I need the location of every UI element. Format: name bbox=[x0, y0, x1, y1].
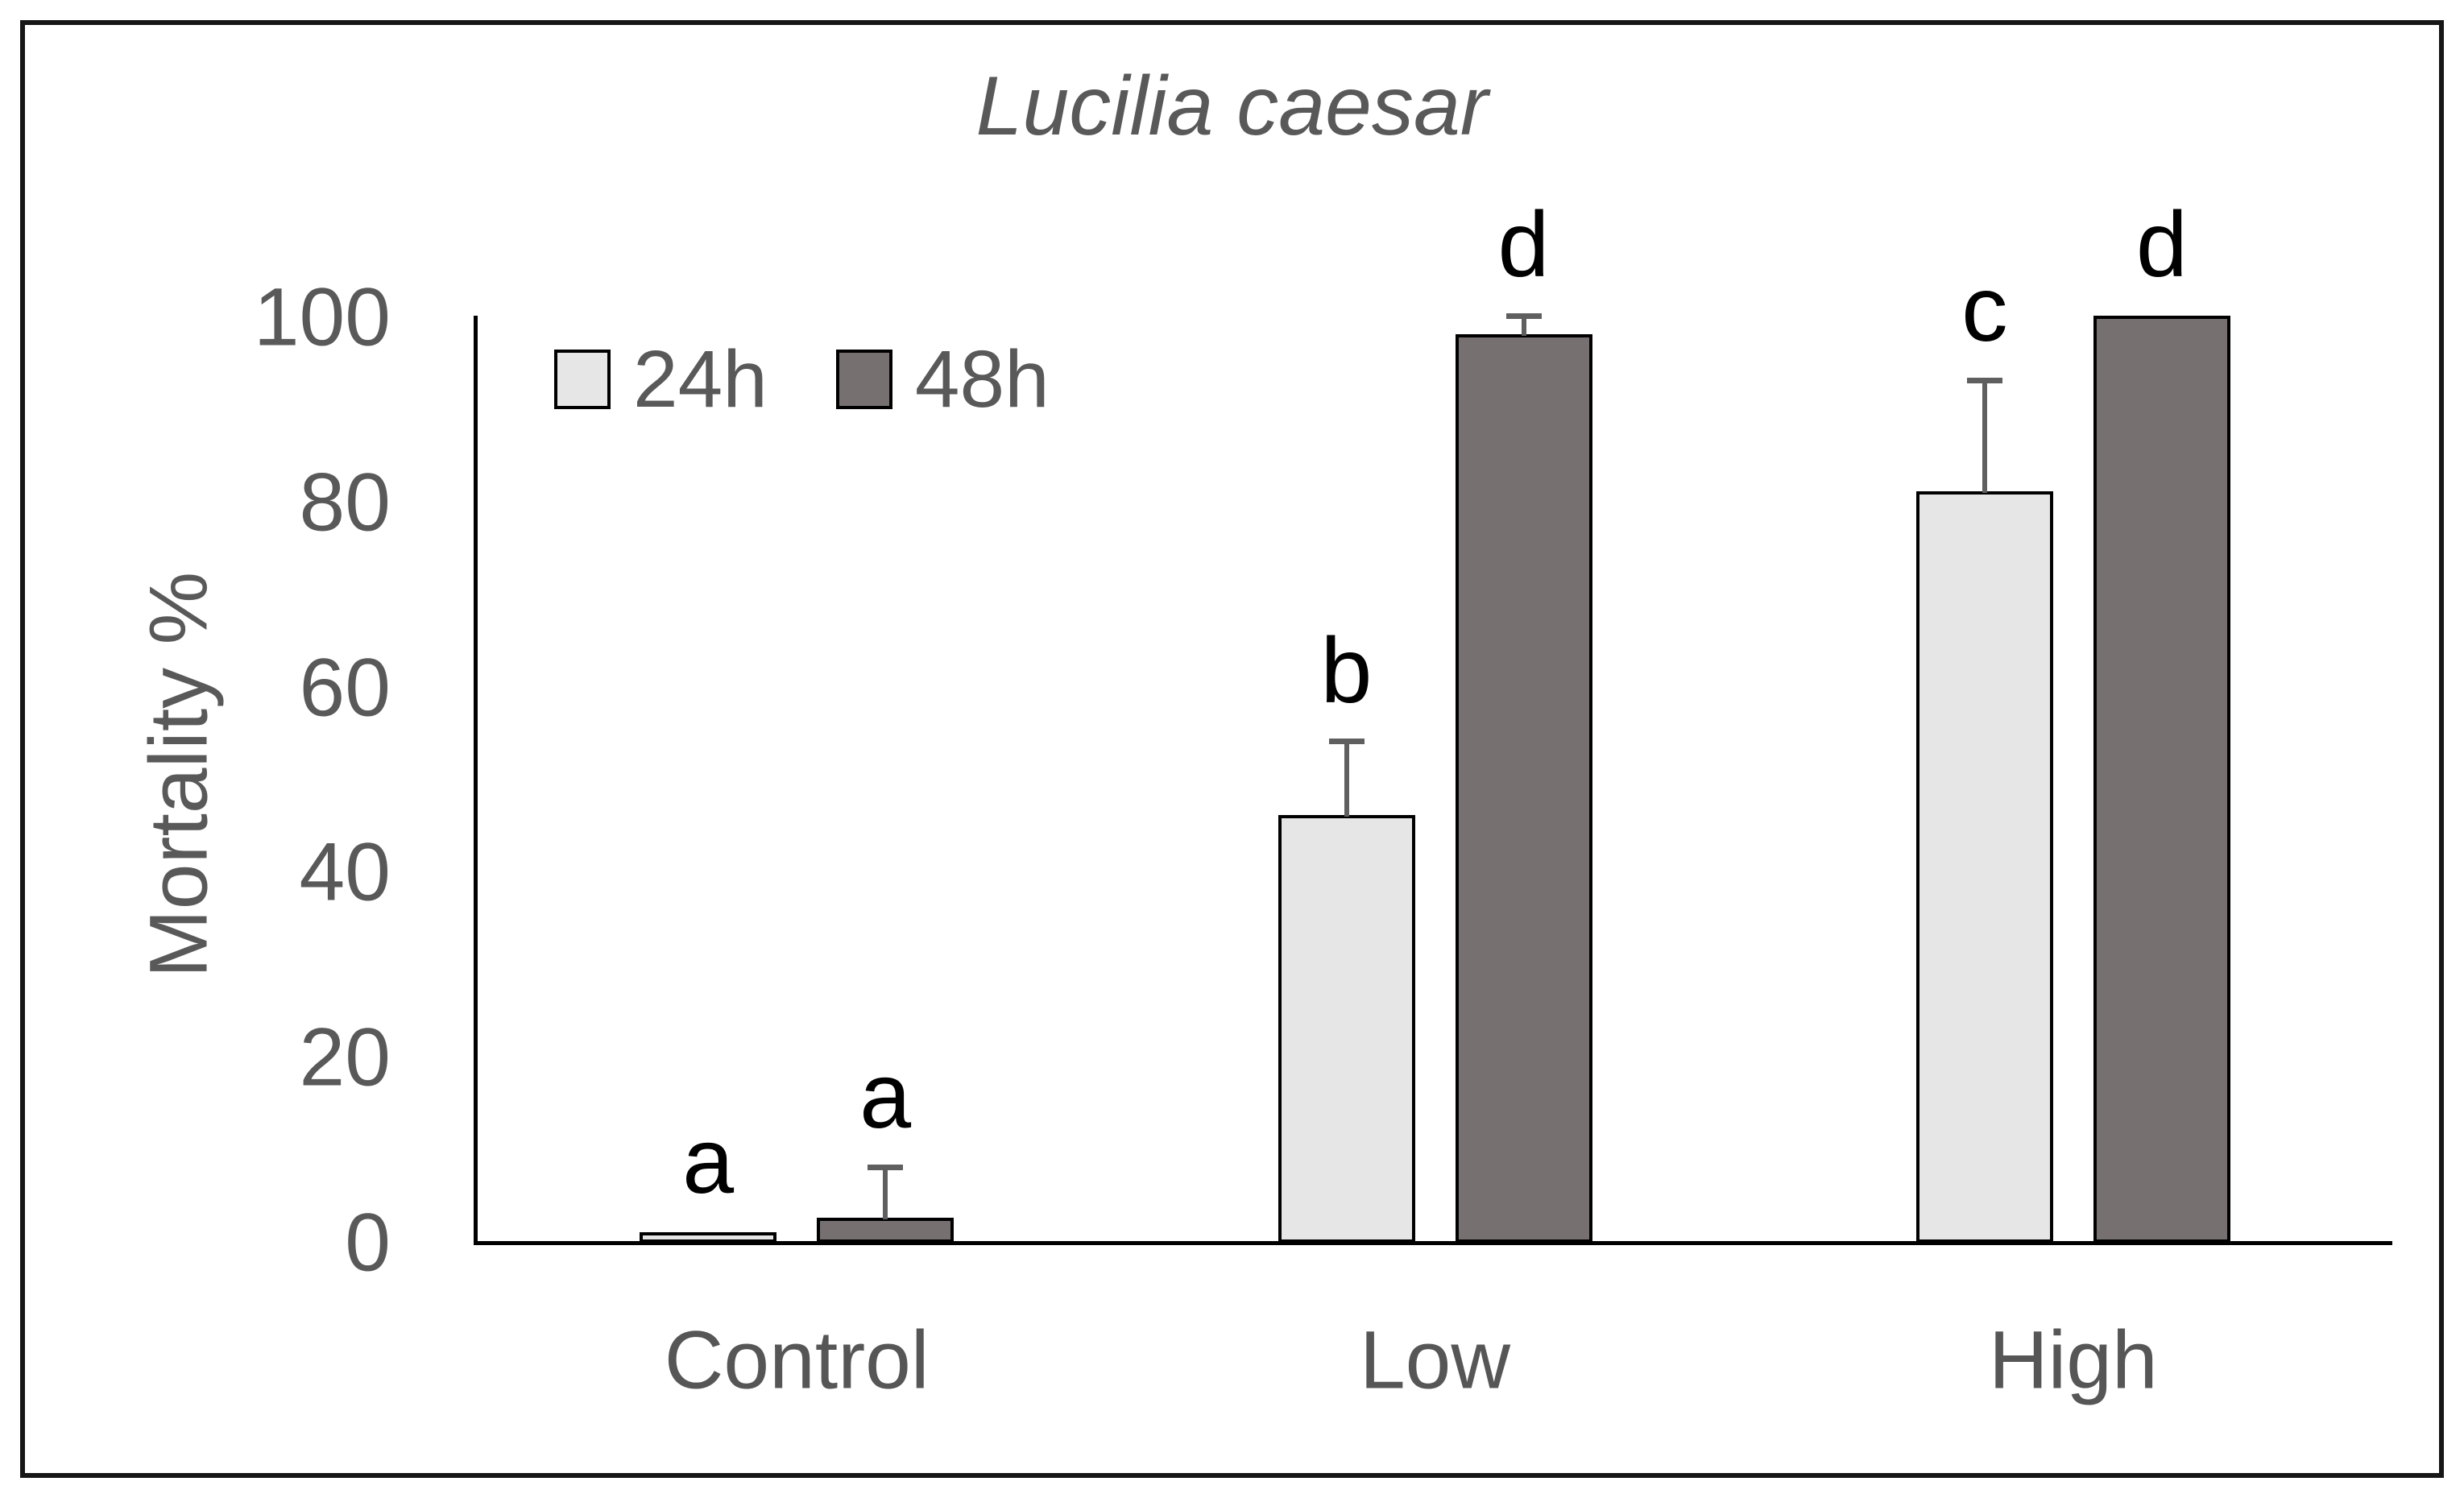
sig-letter-24h-high: c bbox=[1961, 258, 2008, 362]
legend-label-48h: 48h bbox=[914, 334, 1050, 424]
bar-24h-high bbox=[1915, 491, 2053, 1243]
error-bar-cap-48h-control bbox=[868, 1164, 904, 1170]
x-category-label-high: High bbox=[1988, 1314, 2158, 1406]
error-bar-cap-24h-low bbox=[1328, 739, 1365, 745]
x-category-label-control: Control bbox=[664, 1314, 930, 1406]
legend-item-24h: 24h bbox=[554, 339, 768, 420]
bar-24h-control bbox=[640, 1231, 777, 1243]
error-bar-line-24h-low bbox=[1344, 741, 1349, 817]
legend-item-48h: 48h bbox=[835, 334, 1050, 424]
error-bar-line-24h-high bbox=[1982, 380, 1987, 494]
error-bar-line-48h-low bbox=[1521, 316, 1526, 336]
sig-letter-24h-control: a bbox=[682, 1109, 735, 1213]
x-axis-line bbox=[474, 1241, 2392, 1245]
legend: 24h 48h bbox=[554, 339, 1050, 420]
chart-title: Lucilia caesar bbox=[975, 60, 1489, 153]
sig-letter-24h-low: b bbox=[1320, 619, 1373, 722]
x-category-label-low: Low bbox=[1359, 1314, 1511, 1406]
sig-letter-48h-low: d bbox=[1497, 193, 1550, 296]
y-tick-label-80: 80 bbox=[299, 456, 391, 548]
error-bar-cap-24h-high bbox=[1966, 377, 2002, 383]
y-tick-label-100: 100 bbox=[253, 271, 391, 363]
y-tick-label-40: 40 bbox=[299, 826, 391, 918]
bar-24h-low bbox=[1278, 815, 1415, 1243]
bar-48h-low bbox=[1455, 333, 1592, 1243]
error-bar-line-48h-control bbox=[883, 1167, 888, 1220]
sig-letter-48h-high: d bbox=[2135, 193, 2188, 296]
y-tick-label-60: 60 bbox=[299, 641, 391, 734]
legend-swatch-48h bbox=[835, 350, 892, 409]
legend-swatch-24h bbox=[554, 350, 611, 409]
y-tick-label-0: 0 bbox=[345, 1196, 391, 1289]
sig-letter-48h-control: a bbox=[859, 1045, 912, 1148]
y-tick-label-20: 20 bbox=[299, 1011, 391, 1103]
legend-label-24h: 24h bbox=[633, 334, 768, 424]
y-axis-line bbox=[474, 316, 478, 1245]
bar-48h-control bbox=[817, 1218, 955, 1243]
bar-48h-high bbox=[2093, 316, 2230, 1243]
error-bar-cap-48h-low bbox=[1505, 312, 1542, 319]
